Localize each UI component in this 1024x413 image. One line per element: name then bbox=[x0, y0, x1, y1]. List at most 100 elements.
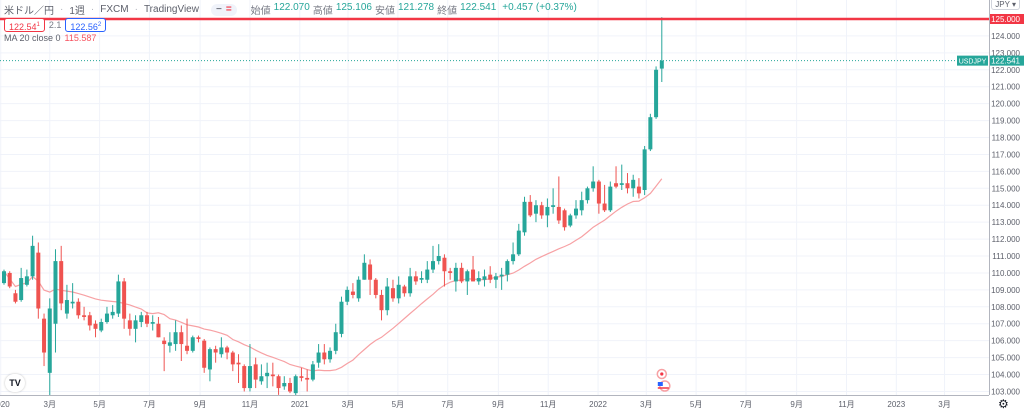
candle-up bbox=[648, 113, 653, 152]
candle-down bbox=[448, 267, 453, 280]
price-tick-label: 120.000 bbox=[991, 100, 1020, 109]
candle-body bbox=[162, 340, 167, 345]
candle-body bbox=[253, 364, 258, 380]
candle-body bbox=[482, 276, 487, 280]
candle-up bbox=[19, 267, 24, 302]
currency-selector[interactable]: JPY ▾ bbox=[991, 0, 1020, 10]
time-tick-label: 9月 bbox=[492, 400, 504, 409]
candle-up bbox=[310, 360, 315, 382]
price-tick-label: 111.000 bbox=[992, 252, 1020, 261]
candle-down bbox=[625, 173, 630, 194]
close-label: 終値 bbox=[437, 6, 458, 17]
candle-body bbox=[431, 261, 435, 270]
candle-down bbox=[145, 311, 149, 328]
time-tick-label: 9月 bbox=[194, 400, 206, 409]
candle-body bbox=[64, 300, 69, 314]
candle-up bbox=[70, 283, 75, 309]
candle-body bbox=[448, 271, 453, 273]
tradingview-logo[interactable]: TV bbox=[5, 374, 25, 392]
candle-body bbox=[190, 337, 195, 351]
ma-20-line bbox=[3, 178, 663, 372]
buy-button[interactable]: 122.562 bbox=[65, 18, 107, 32]
gear-icon[interactable]: ⚙ bbox=[998, 397, 1009, 411]
candle-body bbox=[270, 374, 275, 377]
candle-body bbox=[568, 215, 573, 226]
candle-body bbox=[7, 272, 12, 287]
candle-down bbox=[556, 176, 561, 224]
price-tick-label: 116.000 bbox=[992, 167, 1021, 176]
candle-body bbox=[493, 276, 498, 280]
low-label: 安値 bbox=[374, 6, 395, 17]
close-value: 122.541 bbox=[460, 2, 497, 13]
candle-down bbox=[350, 283, 355, 299]
candle-body bbox=[636, 186, 641, 194]
grid bbox=[0, 0, 989, 395]
candle-down bbox=[368, 259, 373, 295]
candle-up bbox=[619, 164, 624, 190]
hline-price-label: 125.000 bbox=[991, 15, 1020, 24]
exchange: FXCM bbox=[100, 4, 129, 15]
candle-up bbox=[516, 223, 521, 257]
equal-icon[interactable]: = bbox=[225, 4, 232, 15]
time-tick-label: 3月 bbox=[640, 400, 652, 409]
candle-body bbox=[631, 179, 636, 189]
price-tick-label: 103.000 bbox=[991, 387, 1020, 396]
last-price-tag bbox=[990, 55, 1024, 66]
candle-up bbox=[551, 188, 556, 214]
time-tick-label: 3月 bbox=[44, 400, 56, 409]
candle-body bbox=[614, 183, 619, 187]
candle-down bbox=[82, 306, 87, 321]
candle-down bbox=[276, 374, 281, 395]
candle-down bbox=[59, 245, 64, 311]
candle-up bbox=[408, 267, 413, 297]
sell-button[interactable]: 122.541 bbox=[4, 18, 45, 32]
candle-body bbox=[242, 366, 247, 389]
candle-down bbox=[127, 313, 132, 336]
candle-down bbox=[602, 184, 607, 213]
ohlc-values: 始値 122.070 高値 125.106 安値 121.278 終値 122.541 … bbox=[251, 2, 577, 17]
price-tick-label: 109.000 bbox=[991, 286, 1020, 295]
candle-down bbox=[413, 271, 418, 285]
candle-down bbox=[185, 318, 190, 355]
candle-down bbox=[539, 201, 544, 219]
candle-up bbox=[265, 362, 270, 389]
candle-up bbox=[654, 66, 659, 119]
candle-body bbox=[402, 286, 407, 294]
candle-down bbox=[87, 311, 92, 331]
time-tick-label: 3月 bbox=[938, 400, 950, 409]
candle-body bbox=[436, 256, 441, 262]
symbol-name[interactable]: 米ドル／円 bbox=[4, 6, 54, 17]
candle-body bbox=[293, 376, 298, 394]
low-value: 121.278 bbox=[397, 2, 435, 13]
candle-body bbox=[19, 278, 24, 301]
candle-body bbox=[625, 183, 630, 189]
price-axis-bg bbox=[989, 0, 1024, 413]
interval[interactable]: 1週 bbox=[69, 6, 85, 17]
candle-body bbox=[419, 278, 424, 280]
candle-body bbox=[265, 372, 270, 377]
ma-legend[interactable]: MA 20 close 0 115.587 bbox=[4, 33, 96, 43]
candles bbox=[2, 17, 664, 413]
candle-body bbox=[516, 230, 521, 255]
candle-body bbox=[179, 332, 184, 345]
legend-toggle[interactable]: − = bbox=[210, 3, 237, 16]
economic-event-icon-dot bbox=[660, 372, 664, 376]
candle-body bbox=[556, 206, 561, 221]
minus-icon[interactable]: − bbox=[215, 4, 222, 15]
candle-up bbox=[493, 272, 498, 289]
candle-body bbox=[316, 352, 321, 363]
candle-body bbox=[202, 340, 207, 368]
ma-label: MA 20 close 0 bbox=[4, 33, 61, 43]
open-value: 122.070 bbox=[273, 2, 310, 13]
candle-down bbox=[7, 271, 12, 289]
candle-body bbox=[30, 245, 35, 277]
candle-up bbox=[104, 306, 109, 324]
candle-down bbox=[242, 364, 247, 392]
candle-up bbox=[116, 274, 121, 317]
candle-down bbox=[636, 178, 641, 199]
candle-body bbox=[230, 352, 235, 365]
chart-legend: 米ドル／円 · 1週 · FXCM · TradingView − = 始値 122.0… bbox=[4, 2, 577, 17]
time-tick-label: 7月 bbox=[143, 400, 155, 409]
candle-up bbox=[522, 196, 527, 236]
